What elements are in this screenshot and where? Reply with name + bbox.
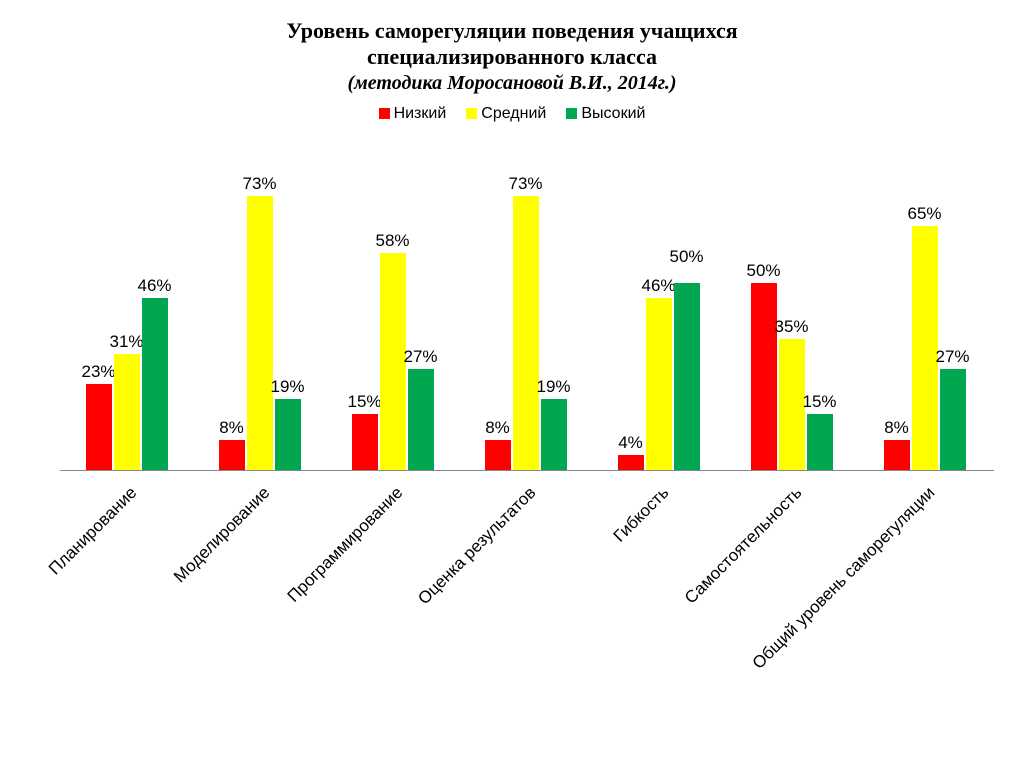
bar-value-label: 35% [774, 317, 808, 337]
bar-value-label: 73% [242, 174, 276, 194]
bar-value-label: 46% [137, 276, 171, 296]
bar-value-label: 65% [907, 204, 941, 224]
bar: 4% [618, 455, 644, 470]
x-axis-label: Моделирование [170, 483, 274, 587]
bar-value-label: 50% [746, 261, 780, 281]
bar-group: 8%73%19% [459, 196, 592, 470]
bar: 15% [807, 414, 833, 470]
title-line-1: Уровень саморегуляции поведения учащихся [0, 18, 1024, 44]
legend-item: Высокий [566, 105, 645, 123]
bar-value-label: 46% [641, 276, 675, 296]
bar-group: 8%73%19% [193, 196, 326, 470]
bar-value-label: 8% [219, 418, 244, 438]
x-axis-label: Программирование [283, 483, 407, 607]
bar: 19% [541, 399, 567, 470]
bar-value-label: 31% [109, 332, 143, 352]
legend: Низкий Средний Высокий [0, 105, 1024, 123]
bar-value-label: 23% [81, 362, 115, 382]
legend-swatch [379, 108, 390, 119]
bar: 19% [275, 399, 301, 470]
bar: 8% [485, 440, 511, 470]
bar-value-label: 58% [375, 231, 409, 251]
bar: 58% [380, 253, 406, 471]
legend-label: Низкий [394, 105, 447, 122]
bar-value-label: 8% [884, 418, 909, 438]
bar-value-label: 15% [347, 392, 381, 412]
legend-label: Средний [481, 105, 546, 122]
x-axis-label: Гибкость [609, 483, 672, 546]
bar: 65% [912, 226, 938, 470]
bar: 46% [142, 298, 168, 471]
bar: 50% [674, 283, 700, 471]
bar-group: 15%58%27% [326, 253, 459, 471]
bar: 27% [408, 369, 434, 470]
bar: 23% [86, 384, 112, 470]
title-line-2: специализированного класса [0, 44, 1024, 70]
bar: 50% [751, 283, 777, 471]
x-axis-labels: ПланированиеМоделированиеПрограммировани… [60, 475, 994, 755]
x-axis-label: Планирование [44, 483, 140, 579]
bar-value-label: 50% [669, 247, 703, 267]
bar: 46% [646, 298, 672, 471]
x-axis-label: Оценка результатов [414, 483, 540, 609]
bar: 27% [940, 369, 966, 470]
bar-group: 8%65%27% [858, 226, 991, 470]
bar: 73% [513, 196, 539, 470]
bar: 35% [779, 339, 805, 470]
bar: 8% [219, 440, 245, 470]
bar: 8% [884, 440, 910, 470]
bar: 15% [352, 414, 378, 470]
bar-group: 23%31%46% [60, 298, 193, 471]
bar-value-label: 15% [802, 392, 836, 412]
legend-swatch [566, 108, 577, 119]
bar: 73% [247, 196, 273, 470]
title-block: Уровень саморегуляции поведения учащихся… [0, 0, 1024, 95]
bar-value-label: 19% [270, 377, 304, 397]
bar-value-label: 4% [618, 433, 643, 453]
legend-swatch [466, 108, 477, 119]
bar-value-label: 19% [536, 377, 570, 397]
bar-value-label: 73% [508, 174, 542, 194]
bar-value-label: 27% [403, 347, 437, 367]
chart-container: Уровень саморегуляции поведения учащихся… [0, 0, 1024, 768]
bar-group: 50%35%15% [725, 283, 858, 471]
legend-item: Средний [466, 105, 546, 123]
legend-item: Низкий [379, 105, 447, 123]
bar-group: 4%46%50% [592, 283, 725, 471]
bar: 31% [114, 354, 140, 470]
legend-label: Высокий [581, 105, 645, 122]
x-axis-label: Самостоятельность [680, 483, 805, 608]
bar-value-label: 8% [485, 418, 510, 438]
plot-area: 23%31%46%8%73%19%15%58%27%8%73%19%4%46%5… [60, 170, 994, 471]
bar-value-label: 27% [935, 347, 969, 367]
subtitle-line: (методика Моросановой В.И., 2014г.) [0, 71, 1024, 95]
